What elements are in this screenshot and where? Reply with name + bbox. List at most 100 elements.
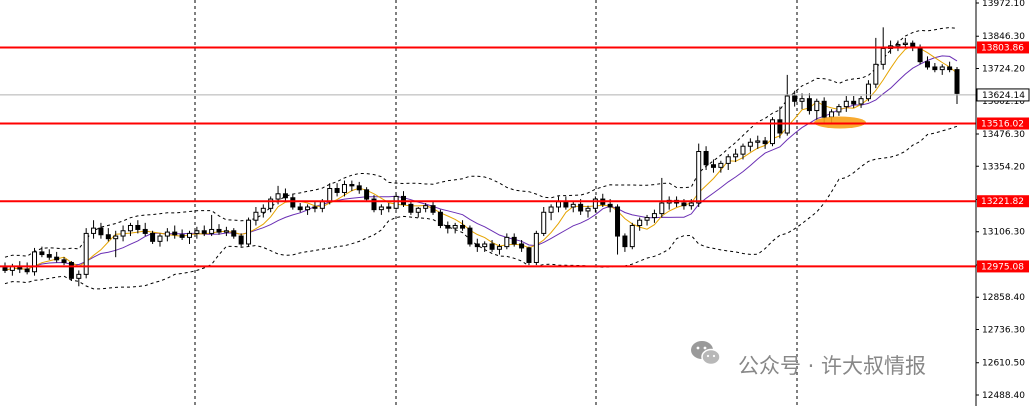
candle <box>954 66 960 104</box>
candle <box>238 233 244 247</box>
candle-body-up <box>880 47 886 65</box>
candle <box>282 188 288 202</box>
candle-body-up <box>32 251 38 273</box>
candle-body-up <box>865 83 871 100</box>
y-tick-label: 13354.20 <box>982 162 1025 172</box>
y-tick-label: 13724.20 <box>982 64 1025 74</box>
candle <box>127 222 133 237</box>
candle-body-up <box>246 219 252 245</box>
y-tick-label: 13972.10 <box>982 0 1025 9</box>
candle-body-down <box>437 211 443 226</box>
candle <box>659 177 665 218</box>
candle <box>268 196 274 213</box>
candle <box>777 106 783 139</box>
ma-slow-line <box>4 55 958 271</box>
candle-body-down <box>474 243 480 248</box>
candle-body-up <box>209 228 215 234</box>
candle-body-up <box>585 207 591 212</box>
candle-body-up <box>393 195 399 209</box>
candle-body-down <box>947 66 953 71</box>
candle-body-down <box>290 197 296 208</box>
y-tick-label: 12488.40 <box>982 391 1025 401</box>
candle-body-down <box>607 203 613 208</box>
grid-layer <box>194 0 798 406</box>
candle-body-down <box>54 256 60 261</box>
y-tick-label: 12610.50 <box>982 359 1025 369</box>
y-tick-label: 13476.30 <box>982 130 1025 140</box>
candle-body-up <box>327 187 333 203</box>
candle-body-down <box>135 224 141 230</box>
candle <box>179 229 185 241</box>
candle-body-up <box>836 106 842 113</box>
candle-body-up <box>725 156 731 164</box>
candle <box>563 196 569 210</box>
candle-body-down <box>334 187 340 193</box>
candle-body-down <box>24 268 30 273</box>
candle <box>747 138 753 152</box>
candle <box>843 96 849 112</box>
candle-body-down <box>578 203 584 212</box>
y-tick-label: 13602.10 <box>982 97 1025 107</box>
candle <box>615 204 621 255</box>
candle <box>489 240 495 252</box>
candle <box>371 195 377 213</box>
candle-body-down <box>408 203 414 213</box>
price-axis: 13972.10 13846.30 13724.20 13602.10 13476.30… <box>975 0 1030 406</box>
candle <box>755 135 761 149</box>
candle <box>231 228 237 239</box>
candle-body-up <box>482 243 488 248</box>
candle <box>157 233 163 247</box>
candle-body-up <box>275 193 281 200</box>
candle-body-up <box>688 202 694 207</box>
y-tick-label: 13106.30 <box>982 228 1025 238</box>
candle <box>164 228 170 242</box>
candle <box>135 220 141 234</box>
candle <box>622 233 628 252</box>
candle-body-down <box>371 198 377 211</box>
candle-body-down <box>489 243 495 250</box>
candle-body-up <box>452 224 458 229</box>
candle <box>445 221 451 234</box>
candle-body-up <box>814 100 820 112</box>
candle <box>710 159 716 173</box>
candle-body-up <box>83 232 89 275</box>
level-label-2: 13516.02 <box>981 119 1024 129</box>
candle <box>718 160 724 173</box>
candle-body-down <box>142 228 148 234</box>
candle <box>814 98 820 120</box>
candle-body-down <box>932 66 938 71</box>
candle-body-up <box>319 201 325 209</box>
candle-body-down <box>445 224 451 229</box>
candle <box>784 74 790 136</box>
candle <box>526 246 532 266</box>
candle-body-down <box>150 232 156 242</box>
candle-body-up <box>696 151 702 204</box>
moving-averages <box>4 45 958 271</box>
ma-fast-line <box>4 45 958 271</box>
candle <box>312 201 318 213</box>
candle-body-up <box>423 205 429 209</box>
candle <box>637 217 643 231</box>
candle <box>386 203 392 213</box>
candle-body-down <box>364 189 370 200</box>
candle <box>880 27 886 70</box>
candle <box>873 37 879 89</box>
candle-body-up <box>637 219 643 226</box>
candle-body-down <box>179 234 185 238</box>
candle <box>482 241 488 252</box>
candle <box>349 180 355 192</box>
candle-body-up <box>733 153 739 158</box>
lower-band <box>4 125 958 290</box>
candles <box>2 27 960 287</box>
candle <box>806 93 812 115</box>
candle <box>305 204 311 215</box>
candle-body-down <box>924 61 930 68</box>
level-label-1: 13803.86 <box>981 43 1024 53</box>
candle-body-down <box>467 227 473 245</box>
candle-body-down <box>98 227 104 236</box>
upper-band <box>4 27 958 258</box>
candle <box>113 230 119 258</box>
candle-body-up <box>873 63 879 85</box>
candle <box>378 204 384 215</box>
candle-body-down <box>806 98 812 112</box>
